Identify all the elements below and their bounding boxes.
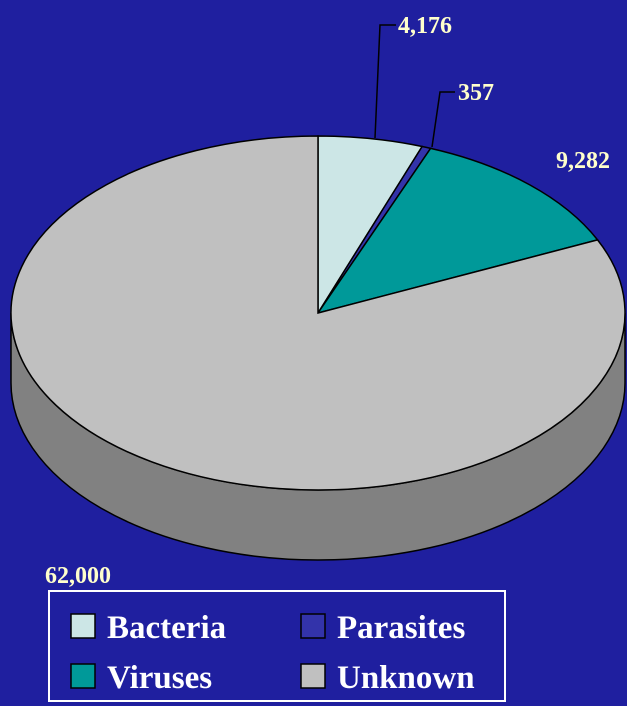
pie-slice [10,135,626,491]
legend-swatch [70,663,96,689]
legend-label: Unknown [337,660,475,696]
leader-line [374,24,396,139]
value-label: 357 [458,80,494,106]
legend-swatch [300,613,326,639]
leader-line [431,91,455,148]
value-label: 62,000 [45,563,111,589]
legend-label: Parasites [337,610,465,646]
legend-label: Bacteria [107,610,226,646]
legend-swatch [70,613,96,639]
value-label: 4,176 [398,13,452,39]
legend-box [48,590,506,702]
legend-swatch [300,663,326,689]
pie-slice [316,147,599,315]
value-label: 9,282 [556,148,610,174]
legend-label: Viruses [107,660,212,696]
